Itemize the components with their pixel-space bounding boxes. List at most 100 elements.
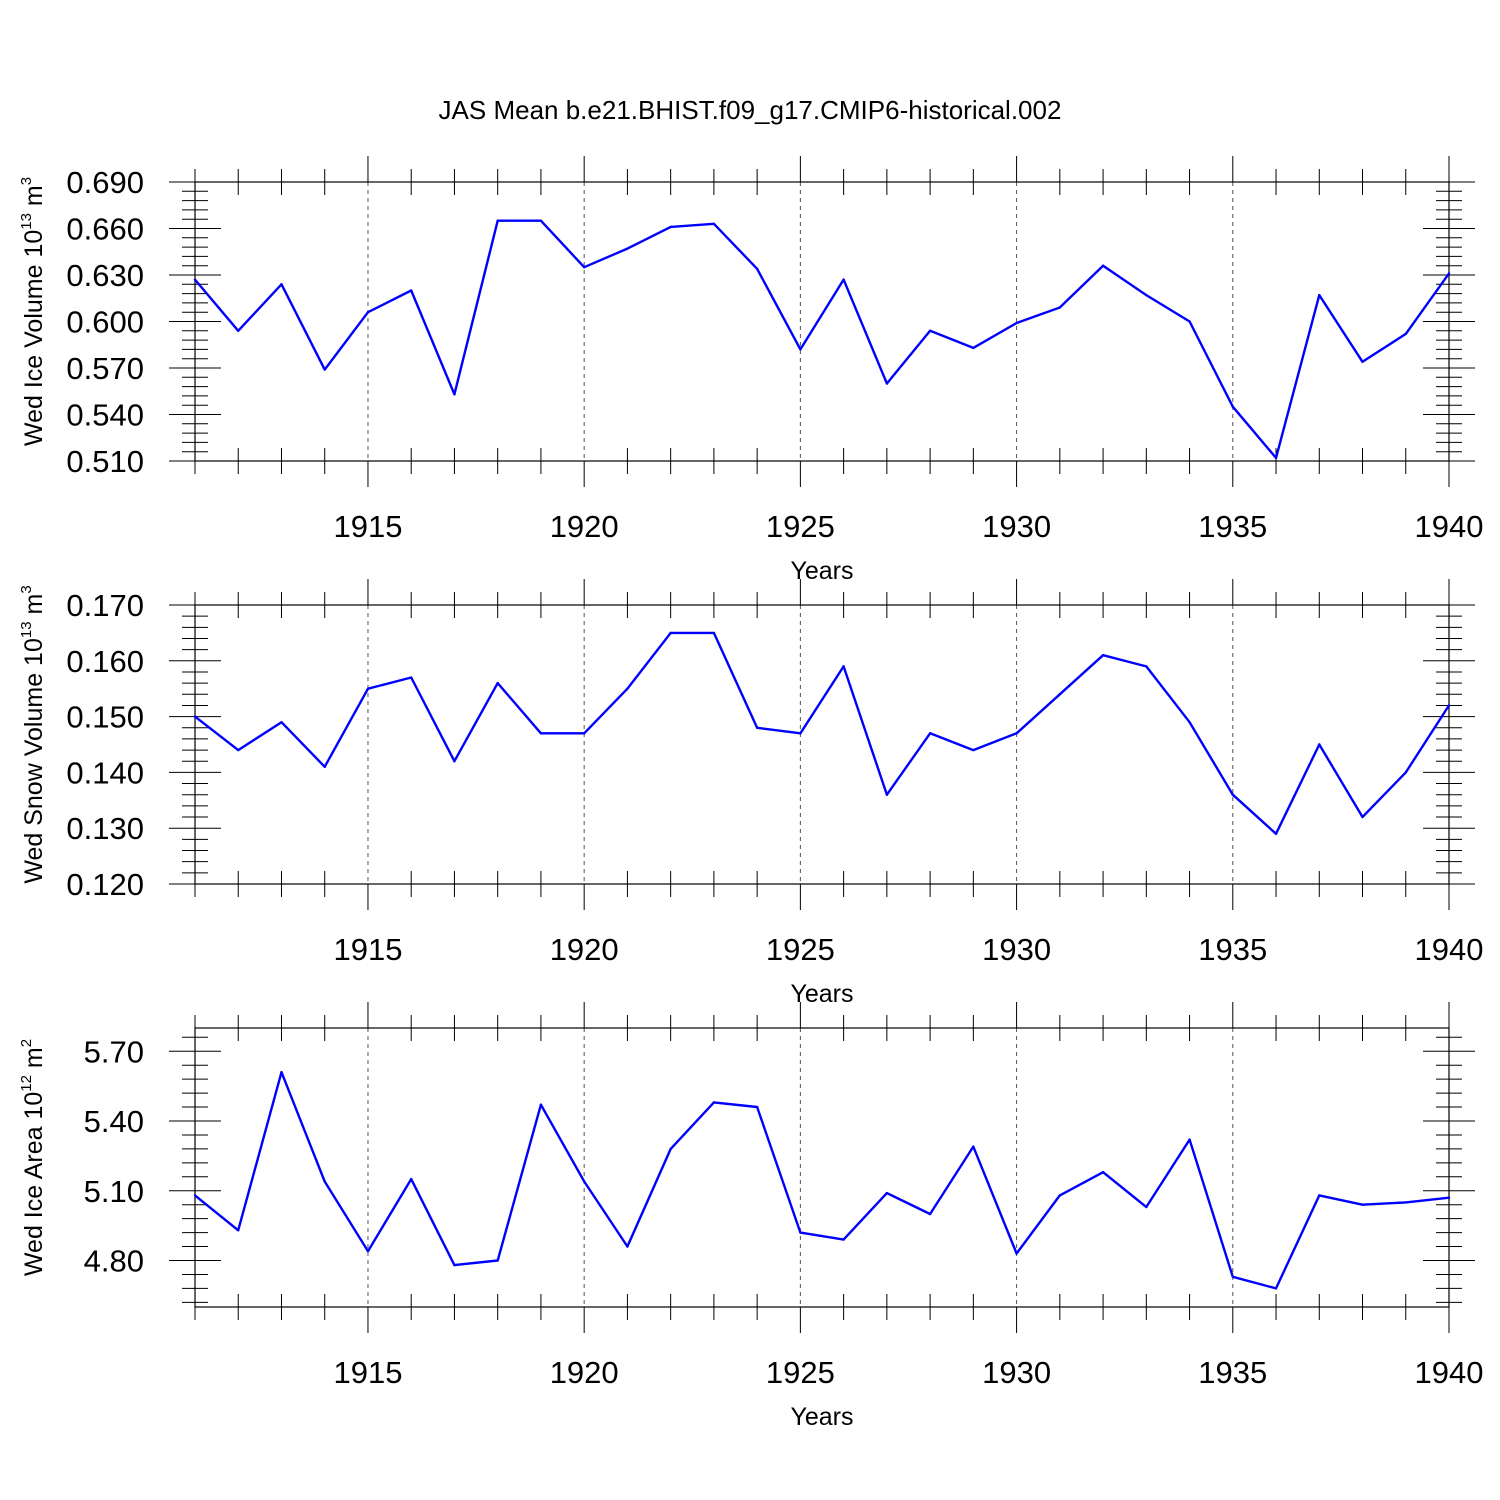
data-point-1927: [885, 793, 889, 796]
data-point-1919: [539, 219, 543, 222]
plot-frame: [194, 181, 1450, 462]
data-point-1939: [1404, 1201, 1407, 1204]
data-point-1915: [366, 687, 370, 690]
x-tick-label: 1930: [982, 1355, 1051, 1390]
data-point-1938: [1361, 815, 1364, 819]
x-tick-label: 1930: [982, 932, 1051, 967]
data-point-1914: [323, 1180, 326, 1183]
data-point-1931: [1058, 1194, 1062, 1197]
x-axis-title: Years: [790, 557, 853, 585]
y-tick-label: 0.170: [66, 588, 144, 623]
y-tick-label: 0.130: [66, 811, 144, 846]
data-point-1936: [1274, 1287, 1278, 1290]
data-point-1931: [1058, 306, 1062, 309]
y-tick-label: 0.660: [66, 212, 144, 247]
data-point-1936: [1274, 456, 1278, 460]
data-point-1915: [366, 1250, 370, 1253]
data-point-1924: [755, 267, 759, 270]
x-tick-label: 1940: [1415, 932, 1484, 967]
data-point-1925: [799, 1231, 802, 1234]
data-point-1914: [323, 368, 326, 371]
x-tick-label: 1930: [982, 509, 1051, 544]
data-point-1925: [799, 732, 802, 735]
data-point-1918: [496, 1259, 499, 1262]
x-tick-label: 1915: [333, 1355, 402, 1390]
data-point-1934: [1188, 320, 1191, 323]
panel-3: 4.80 5.10 5.40 5.70 1915 1920 1925 1930 1935 1940…: [18, 1002, 1483, 1431]
data-point-1921: [626, 1245, 629, 1248]
data-point-1923: [712, 222, 716, 226]
data-point-1920: [582, 266, 586, 269]
y-tick-label: 5.10: [84, 1174, 144, 1209]
data-point-1923: [712, 631, 716, 635]
data-point-1922: [669, 1147, 672, 1151]
y-tick-label: 5.70: [84, 1034, 144, 1069]
y-tick-label: 0.630: [66, 258, 144, 293]
data-point-1937: [1318, 1194, 1321, 1197]
data-point-1919: [539, 1103, 543, 1106]
x-tick-label: 1925: [766, 1355, 835, 1390]
x-tick-label: 1920: [550, 509, 619, 544]
data-point-1930: [1015, 321, 1018, 325]
data-point-1933: [1145, 293, 1148, 297]
data-point-1930: [1015, 732, 1018, 735]
y-tick-label: 0.140: [66, 755, 144, 790]
data-point-1926: [842, 665, 845, 668]
data-point-1932: [1101, 654, 1105, 657]
data-point-1920: [582, 1180, 586, 1183]
data-point-1912: [237, 1229, 240, 1232]
data-point-1918: [496, 219, 499, 222]
plot-frame: [194, 604, 1450, 885]
data-point-1934: [1188, 720, 1191, 724]
data-point-1919: [539, 732, 543, 735]
x-tick-label: 1935: [1198, 509, 1267, 544]
data-point-1927: [885, 382, 889, 385]
data-point-1929: [972, 748, 975, 752]
data-point-1928: [928, 1212, 932, 1216]
data-point-1940: [1447, 272, 1451, 275]
x-tick-label: 1915: [333, 509, 402, 544]
data-point-1922: [669, 631, 672, 635]
x-tick-label: 1935: [1198, 1355, 1267, 1390]
x-tick-label: 1940: [1415, 1355, 1484, 1390]
data-point-1913: [280, 1070, 283, 1074]
data-point-1928: [928, 329, 932, 332]
series-line: [194, 1070, 1450, 1290]
data-point-1929: [972, 346, 975, 350]
data-point-1915: [366, 311, 370, 314]
y-tick-label: 0.570: [66, 351, 144, 386]
data-point-1939: [1404, 332, 1407, 336]
data-point-1921: [626, 687, 629, 690]
data-point-1933: [1145, 1205, 1148, 1209]
chart-title: JAS Mean b.e21.BHIST.f09_g17.CMIP6-histo…: [439, 95, 1062, 125]
data-point-1923: [712, 1101, 716, 1104]
data-point-1911: [193, 1194, 197, 1197]
data-point-1932: [1101, 264, 1105, 267]
data-point-1927: [885, 1191, 889, 1195]
data-point-1914: [323, 765, 326, 769]
y-axis-title: Wed Ice Area 1012 m2: [18, 1039, 48, 1276]
data-point-1926: [842, 1238, 845, 1241]
data-point-1936: [1274, 832, 1278, 835]
data-point-1933: [1145, 665, 1148, 668]
data-point-1924: [755, 726, 759, 729]
y-tick-label: 0.690: [66, 165, 144, 200]
data-point-1916: [410, 1177, 413, 1181]
x-axis-title: Years: [790, 980, 853, 1008]
data-point-1940: [1447, 1196, 1451, 1199]
data-point-1932: [1101, 1170, 1105, 1174]
data-point-1938: [1361, 360, 1364, 363]
data-point-1912: [237, 329, 240, 332]
data-point-1920: [582, 732, 586, 735]
data-point-1925: [799, 348, 802, 351]
y-tick-label: 0.120: [66, 867, 144, 902]
data-point-1935: [1231, 793, 1234, 796]
y-tick-label: 0.150: [66, 700, 144, 735]
data-point-1917: [453, 1263, 456, 1267]
data-point-1940: [1447, 704, 1451, 707]
x-tick-label: 1925: [766, 509, 835, 544]
data-point-1917: [453, 760, 456, 763]
y-tick-label: 4.80: [84, 1244, 144, 1279]
panel-2: 0.120 0.130 0.140 0.150 0.160 0.170 1915 1920 19…: [18, 579, 1483, 1008]
